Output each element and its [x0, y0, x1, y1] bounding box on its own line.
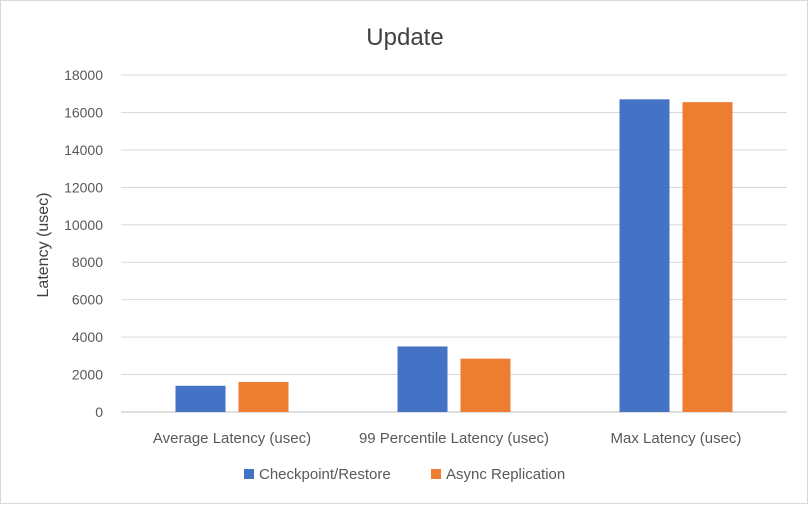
legend-label: Checkpoint/Restore [259, 466, 391, 483]
bar-async-replication-1 [460, 358, 511, 412]
x-tick-label: Max Latency (usec) [611, 430, 742, 447]
legend-swatch [431, 469, 441, 479]
chart-title: Update [366, 24, 443, 51]
bar-checkpoint-restore-2 [619, 99, 670, 412]
x-tick-label: Average Latency (usec) [153, 430, 311, 447]
y-tick-label: 4000 [72, 329, 103, 345]
y-tick-label: 18000 [64, 67, 103, 83]
y-tick-label: 2000 [72, 367, 103, 383]
y-axis-tick-labels: 0 2000 4000 6000 8000 10000 12000 14000 16000 180… [64, 67, 103, 420]
y-tick-label: 14000 [64, 142, 103, 158]
x-tick-label: 99 Percentile Latency (usec) [359, 430, 549, 447]
bar-async-replication-0 [238, 382, 289, 412]
y-tick-label: 8000 [72, 254, 103, 270]
x-axis-tick-labels: Average Latency (usec) 99 Percentile Late… [153, 430, 742, 447]
gridlines [121, 74, 787, 413]
bar-async-replication-2 [682, 102, 733, 413]
bars [175, 99, 733, 413]
y-tick-label: 10000 [64, 217, 103, 233]
y-axis-label: Latency (usec) [35, 193, 52, 298]
legend-label: Async Replication [446, 466, 565, 483]
legend: Checkpoint/Restore Async Replication [244, 466, 565, 483]
legend-swatch [244, 469, 254, 479]
y-tick-label: 16000 [64, 104, 103, 120]
y-tick-label: 12000 [64, 179, 103, 195]
bar-checkpoint-restore-0 [175, 385, 226, 412]
y-tick-label: 0 [95, 404, 103, 420]
bar-checkpoint-restore-1 [397, 346, 448, 412]
y-tick-label: 6000 [72, 292, 103, 308]
